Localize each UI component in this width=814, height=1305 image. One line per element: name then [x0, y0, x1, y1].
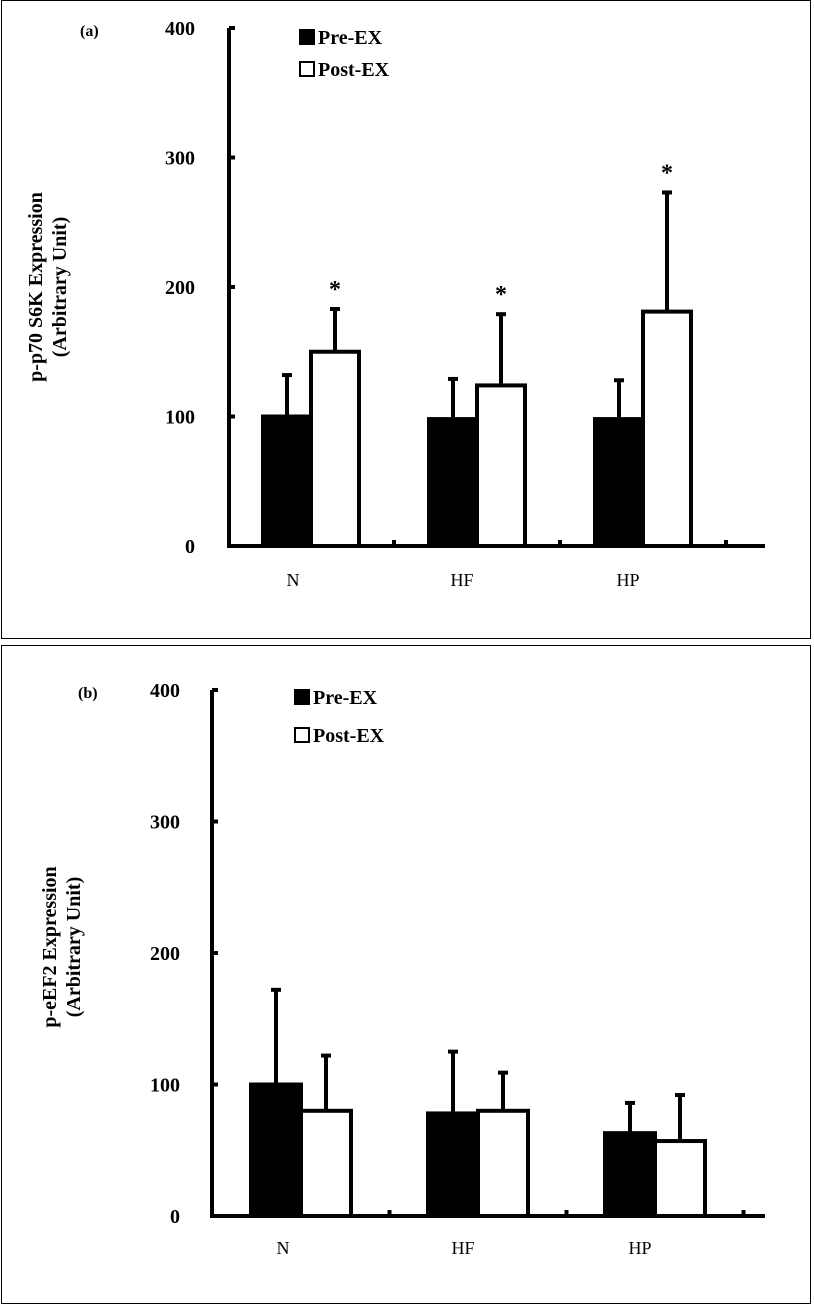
significance-marker: * — [495, 282, 507, 308]
y-axis-label-line: (Arbitrary Unit) — [49, 217, 71, 358]
x-tick-label: N — [287, 570, 300, 590]
panel-label: (b) — [78, 685, 98, 702]
y-axis-label: p-p70 S6K Expression (Arbitrary Unit) — [25, 192, 71, 382]
y-tick-label: 0 — [185, 536, 195, 558]
y-axis-label: p-eEF2 Expression (Arbitrary Unit) — [39, 866, 85, 1027]
chart-b: (b) p-eEF2 Expression (Arbitrary Unit) 0 100… — [39, 680, 765, 1258]
chart-a: (a) p-p70 S6K Expression (Arbitrary Unit) 0… — [25, 18, 765, 590]
bar-post-ex — [309, 349, 361, 548]
legend-label: Pre-EX — [313, 687, 378, 709]
bar-pre-ex — [426, 1111, 480, 1219]
bar-post-ex — [299, 1108, 353, 1219]
bar-post-ex — [641, 309, 693, 549]
y-axis-label-line: p-p70 S6K Expression — [25, 192, 47, 382]
legend-swatch — [294, 689, 310, 705]
x-tick-label: HF — [451, 1238, 474, 1258]
y-tick-label: 100 — [150, 1075, 180, 1097]
x-tick-label: N — [277, 1238, 290, 1258]
y-tick-label: 300 — [150, 812, 180, 834]
bar-post-ex — [653, 1139, 707, 1219]
y-tick-label: 400 — [165, 18, 195, 40]
legend-label: Post-EX — [313, 725, 385, 747]
legend-label: Post-EX — [318, 59, 390, 81]
y-tick-label: 300 — [165, 148, 195, 170]
significance-marker: * — [329, 277, 341, 303]
y-axis-label-line: p-eEF2 Expression — [39, 866, 61, 1027]
panel-a — [1, 0, 811, 639]
x-tick-label: HP — [616, 570, 639, 590]
y-tick-label: 200 — [150, 943, 180, 965]
x-tick-label: HF — [450, 570, 473, 590]
bar-post-ex — [475, 383, 527, 549]
x-tick-label: HP — [628, 1238, 651, 1258]
y-axis-label-line: (Arbitrary Unit) — [63, 877, 85, 1018]
bar-pre-ex — [261, 414, 313, 548]
y-tick-label: 200 — [165, 277, 195, 299]
y-tick-label: 0 — [170, 1206, 180, 1228]
bar-pre-ex — [593, 417, 645, 548]
bar-pre-ex — [427, 417, 479, 548]
significance-marker: * — [661, 160, 673, 186]
bar-post-ex — [476, 1108, 530, 1219]
bar-pre-ex — [603, 1131, 657, 1219]
panel-label: (a) — [80, 23, 99, 40]
y-tick-label: 400 — [150, 680, 180, 702]
y-tick-label: 100 — [165, 407, 195, 429]
legend-swatch — [299, 29, 315, 45]
legend-label: Pre-EX — [318, 27, 383, 49]
legend-swatch — [294, 727, 310, 743]
legend-swatch — [299, 61, 315, 77]
bar-pre-ex — [249, 1082, 303, 1218]
panel-b — [1, 645, 811, 1304]
